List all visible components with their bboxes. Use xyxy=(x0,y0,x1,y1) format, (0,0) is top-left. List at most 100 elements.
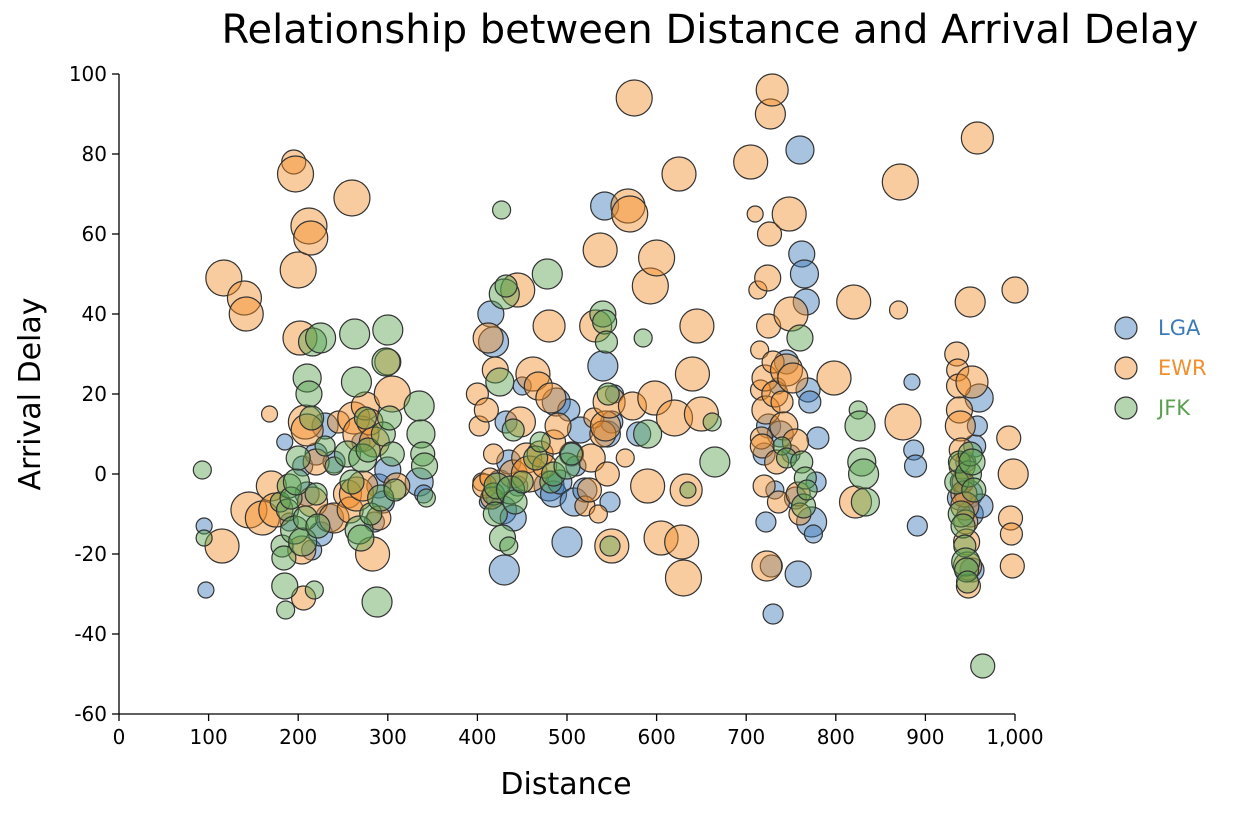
point-ewr xyxy=(773,296,809,332)
point-ewr xyxy=(354,536,391,572)
legend-label-jfk: JFK xyxy=(1156,396,1191,420)
data-points xyxy=(192,73,1029,679)
point-lga xyxy=(785,135,815,165)
point-ewr xyxy=(594,461,620,487)
point-ewr xyxy=(661,156,697,192)
point-jfk xyxy=(361,586,393,618)
series-ewr xyxy=(204,73,1029,611)
point-lga xyxy=(806,426,830,450)
x-tick-label: 100 xyxy=(190,725,228,749)
point-ewr xyxy=(655,399,694,437)
point-ewr xyxy=(771,196,807,232)
point-ewr xyxy=(500,272,536,308)
point-jfk xyxy=(403,390,435,422)
point-jfk xyxy=(633,419,663,449)
point-ewr xyxy=(576,477,603,503)
point-ewr xyxy=(750,340,770,360)
point-ewr xyxy=(535,382,567,414)
point-jfk xyxy=(847,447,877,477)
point-ewr xyxy=(532,309,566,343)
point-jfk xyxy=(958,448,986,476)
point-lga xyxy=(195,517,213,535)
point-lga xyxy=(551,526,583,558)
point-ewr xyxy=(1001,276,1029,304)
point-ewr xyxy=(290,207,328,245)
point-jfk xyxy=(488,278,520,310)
y-tick-label: 100 xyxy=(69,62,107,86)
point-jfk xyxy=(702,412,722,432)
point-lga xyxy=(903,373,921,391)
point-jfk xyxy=(372,314,404,346)
point-jfk xyxy=(699,446,731,478)
point-lga xyxy=(488,554,520,586)
point-ewr xyxy=(749,433,775,459)
point-lga xyxy=(798,390,822,414)
point-ewr xyxy=(996,425,1022,451)
point-ewr xyxy=(950,480,978,508)
point-lga xyxy=(966,415,988,437)
series-jfk xyxy=(192,200,996,679)
point-ewr xyxy=(582,232,618,268)
point-jfk xyxy=(594,330,619,354)
point-jfk xyxy=(482,501,508,527)
point-ewr xyxy=(481,356,509,384)
y-tick-label: 20 xyxy=(82,382,107,406)
point-lga xyxy=(903,454,928,478)
point-ewr xyxy=(473,397,499,423)
legend-label-lga: LGA xyxy=(1158,316,1201,340)
point-ewr xyxy=(816,360,852,396)
point-ewr xyxy=(748,280,768,300)
point-jfk xyxy=(371,347,401,377)
point-jfk xyxy=(772,436,792,456)
point-ewr xyxy=(611,195,649,233)
point-jfk xyxy=(292,505,318,531)
point-jfk xyxy=(340,366,373,398)
point-lga xyxy=(773,349,800,375)
point-jfk xyxy=(299,405,325,431)
point-jfk xyxy=(481,482,506,506)
point-jfk xyxy=(955,570,980,594)
point-ewr xyxy=(769,411,799,441)
point-lga xyxy=(784,560,812,588)
point-jfk xyxy=(192,460,212,480)
point-ewr xyxy=(594,528,630,564)
point-lga xyxy=(374,456,402,484)
point-jfk xyxy=(954,557,980,583)
point-jfk xyxy=(314,435,336,457)
y-tick-label: 80 xyxy=(82,142,107,166)
point-jfk xyxy=(775,447,798,469)
point-jfk xyxy=(499,536,519,556)
point-ewr xyxy=(751,550,783,582)
point-ewr xyxy=(228,296,264,332)
point-ewr xyxy=(754,98,786,130)
point-ewr xyxy=(276,155,315,193)
point-jfk xyxy=(531,258,563,290)
point-ewr xyxy=(752,474,776,498)
x-tick-label: 1,000 xyxy=(986,725,1043,749)
point-lga xyxy=(599,491,621,513)
point-jfk xyxy=(944,469,970,495)
point-ewr xyxy=(733,144,769,180)
x-tick-label: 300 xyxy=(369,725,407,749)
point-lga xyxy=(755,511,777,533)
y-tick-label: -40 xyxy=(74,622,107,646)
point-ewr xyxy=(664,524,700,560)
x-axis: 0 100 200 300 400 500 600 700 800 900 1,000 xyxy=(113,713,1044,749)
point-ewr xyxy=(468,415,490,437)
point-ewr xyxy=(999,553,1025,579)
y-tick-label: 40 xyxy=(82,302,107,326)
point-ewr xyxy=(679,308,715,344)
point-ewr xyxy=(226,280,263,316)
point-jfk xyxy=(383,478,407,502)
y-axis-label: Arrival Delay xyxy=(13,297,48,490)
point-lga xyxy=(566,416,595,444)
point-jfk xyxy=(559,442,584,466)
point-ewr xyxy=(588,504,608,524)
point-jfk xyxy=(304,482,328,506)
x-tick-label: 600 xyxy=(638,725,676,749)
point-jfk xyxy=(599,535,621,557)
point-ewr xyxy=(674,356,711,392)
x-tick-label: 400 xyxy=(458,725,496,749)
point-jfk xyxy=(410,452,439,480)
point-ewr xyxy=(637,239,676,277)
